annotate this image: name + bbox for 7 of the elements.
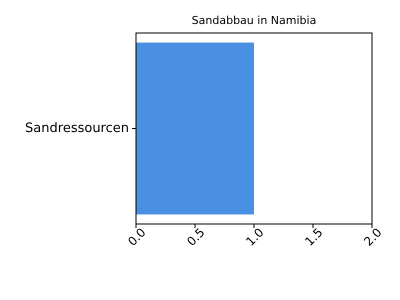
x-tick-label: 1.0 bbox=[243, 225, 267, 249]
x-tick-label: 0.0 bbox=[125, 225, 149, 249]
x-tick-label: 2.0 bbox=[361, 225, 385, 249]
y-tick-label: Sandressourcen bbox=[25, 121, 129, 136]
chart-title: Sandabbau in Namibia bbox=[192, 14, 316, 27]
x-tick-label: 0.5 bbox=[184, 225, 208, 249]
x-tick-label: 1.5 bbox=[302, 225, 326, 249]
